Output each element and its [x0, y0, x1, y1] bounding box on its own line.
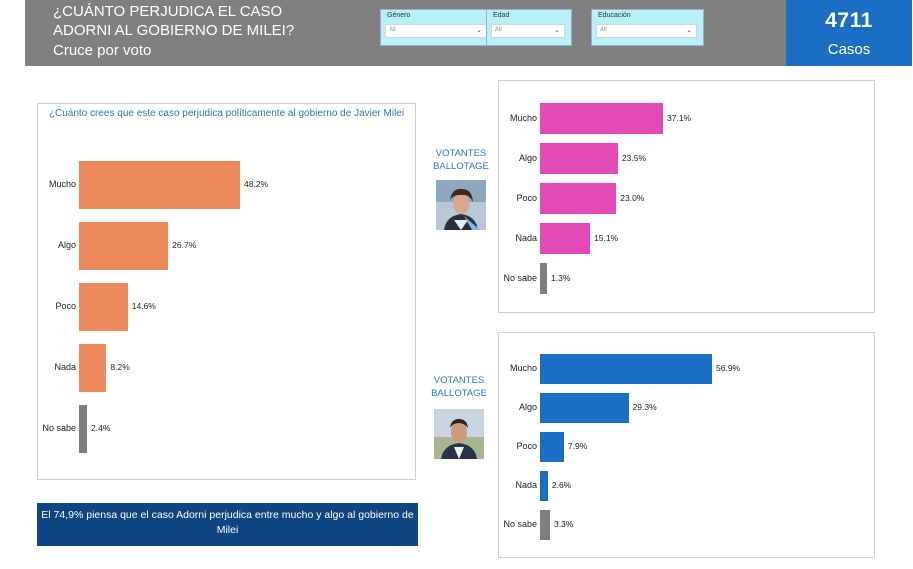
massa-category-label: Nada	[515, 480, 537, 490]
massa-bar	[540, 510, 550, 540]
overall-data-label: 2.4%	[91, 423, 111, 433]
chart-massa-voters: Mucho 56.9% Algo 29.3% Poco 7.9% Nada 2.6% No sa…	[498, 332, 875, 558]
cases-label: Casos	[827, 41, 871, 58]
milei-data-label: 15.1%	[594, 232, 619, 243]
overall-data-label: 14.6%	[131, 301, 156, 311]
massa-data-label: 56.9%	[716, 363, 741, 373]
milei-data-label: 23.0%	[620, 192, 645, 203]
overall-bar	[79, 222, 169, 270]
overall-data-label: 8.2%	[110, 362, 130, 372]
filter-educacion[interactable]: Educación All ⌄	[591, 9, 704, 46]
milei-bar	[540, 183, 617, 214]
filter-genero-label: Género	[387, 12, 411, 19]
votantes-label-massa: VOTANTES BALLOTAGE	[431, 375, 487, 399]
milei-bar	[540, 143, 618, 174]
filter-genero-select[interactable]: All ⌄	[385, 24, 487, 38]
cases-card: 4711 Casos	[786, 0, 912, 66]
filter-edad-select[interactable]: All ⌄	[491, 24, 565, 38]
overall-category-label: No sabe	[42, 423, 76, 433]
overall-data-label: 48.2%	[244, 179, 269, 189]
overall-bar	[79, 283, 128, 331]
overall-category-label: Algo	[57, 240, 76, 250]
massa-category-label: Mucho	[509, 363, 537, 373]
filter-genero[interactable]: Género All ⌄	[380, 9, 494, 46]
chart-overall-title: ¿Cuánto crees que este caso perjudica po…	[48, 108, 405, 119]
filter-educacion-label: Educación	[598, 12, 631, 19]
chevron-down-icon: ⌄	[554, 27, 560, 34]
milei-category-label: No sabe	[503, 272, 537, 283]
filter-edad-label: Edad	[493, 12, 510, 19]
massa-data-label: 3.3%	[553, 519, 574, 529]
milei-bar	[540, 103, 663, 134]
overall-data-label: 26.7%	[172, 240, 197, 250]
milei-bar	[540, 223, 591, 254]
overall-category-label: Poco	[55, 301, 76, 311]
summary-banner: El 74,9% piensa que el caso Adorni perju…	[37, 503, 418, 546]
massa-category-label: No sabe	[503, 519, 537, 529]
massa-bar	[540, 354, 712, 384]
cases-count: 4711	[825, 9, 873, 32]
massa-data-label: 29.3%	[632, 402, 657, 412]
filter-edad[interactable]: Edad All ⌄	[486, 9, 572, 46]
massa-bar	[540, 471, 548, 501]
massa-data-label: 2.6%	[551, 480, 572, 490]
milei-category-label: Algo	[518, 152, 537, 163]
overall-bar	[79, 161, 240, 209]
chevron-down-icon: ⌄	[686, 27, 692, 34]
avatar-massa	[434, 409, 484, 459]
overall-category-label: Nada	[54, 362, 76, 372]
chevron-down-icon: ⌄	[476, 27, 482, 34]
massa-bar	[540, 393, 629, 423]
milei-category-label: Nada	[515, 232, 537, 243]
massa-category-label: Algo	[518, 402, 537, 412]
page-subtitle: Cruce por voto	[53, 42, 152, 59]
massa-category-label: Poco	[516, 441, 537, 451]
filter-edad-value: All	[495, 27, 502, 33]
overall-bar	[79, 344, 107, 392]
milei-data-label: 37.1%	[667, 112, 692, 123]
page-title: ¿CUÁNTO PERJUDICA EL CASO ADORNI AL GOBI…	[53, 3, 295, 39]
votantes-label-milei: VOTANTES BALLOTAGE	[433, 148, 489, 172]
milei-category-label: Poco	[516, 192, 537, 203]
overall-bar	[79, 405, 88, 453]
filter-genero-value: All	[389, 27, 396, 33]
milei-category-label: Mucho	[509, 112, 537, 123]
chart-milei-voters: Mucho 37.1% Algo 23.5% Poco 23.0% Nada 15.1% No …	[498, 80, 875, 313]
overall-category-label: Mucho	[48, 179, 76, 189]
filter-educacion-select[interactable]: All ⌄	[596, 24, 697, 38]
massa-bar	[540, 432, 564, 462]
milei-bar	[540, 263, 547, 294]
massa-data-label: 7.9%	[567, 441, 588, 451]
avatar-milei	[436, 180, 486, 230]
milei-data-label: 23.5%	[621, 152, 647, 163]
milei-data-label: 1.3%	[551, 272, 571, 283]
filter-educacion-value: All	[600, 27, 607, 33]
chart-overall: ¿Cuánto crees que este caso perjudica po…	[37, 103, 416, 480]
